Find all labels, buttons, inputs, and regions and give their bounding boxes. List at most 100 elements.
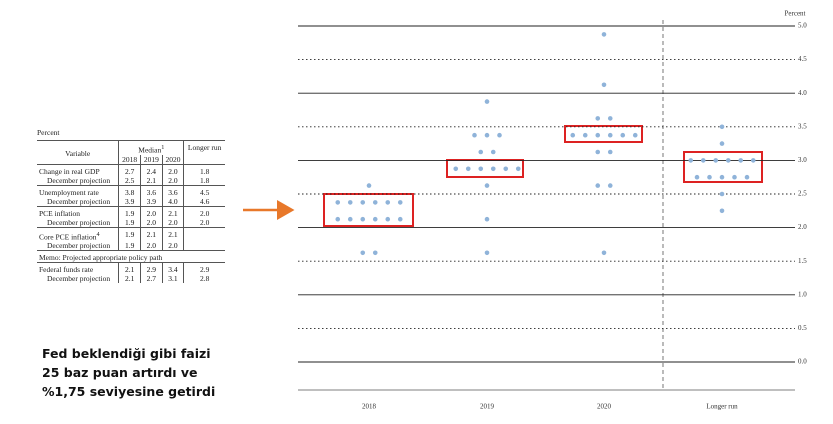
median-note: 1 bbox=[161, 144, 165, 151]
cell: 3.6 bbox=[161, 184, 184, 197]
cell: 2.0 bbox=[161, 175, 184, 185]
row-label: Federal funds rate bbox=[37, 262, 119, 274]
caption-line: Fed beklendiği gibi faizi bbox=[42, 346, 211, 361]
dot bbox=[453, 166, 459, 172]
cell: 3.8 bbox=[118, 184, 141, 197]
year-header: 2019 bbox=[140, 154, 163, 164]
row-label-text: Unemployment rate bbox=[39, 187, 99, 197]
dot bbox=[707, 174, 712, 180]
cell: 2.7 bbox=[118, 163, 141, 176]
dot bbox=[484, 250, 490, 256]
year-header: 2018 bbox=[118, 154, 141, 164]
header-row: Variable Median1 Longer run bbox=[37, 140, 225, 164]
cell: 2.0 bbox=[140, 217, 163, 227]
dot bbox=[335, 200, 341, 205]
dot bbox=[725, 158, 731, 163]
dot bbox=[570, 132, 576, 138]
dot bbox=[490, 149, 496, 155]
cell: 4.0 bbox=[161, 196, 184, 206]
table-row: Unemployment rate 3.8 3.6 3.6 4.5 bbox=[37, 184, 225, 197]
dot bbox=[750, 158, 756, 163]
table-row: Core PCE inflation4 1.9 2.1 2.1 bbox=[37, 226, 225, 241]
highlight-box bbox=[564, 125, 643, 143]
cell: 2.7 bbox=[140, 274, 163, 283]
x-tick-label: 2019 bbox=[480, 403, 495, 411]
dot bbox=[484, 216, 490, 222]
table-row: December projection 2.5 2.1 2.0 1.8 bbox=[37, 175, 225, 185]
row-note: 4 bbox=[96, 230, 100, 238]
x-tick-label: Longer run bbox=[706, 403, 738, 411]
dot bbox=[744, 174, 750, 180]
row-label-text: PCE inflation bbox=[39, 208, 81, 218]
dot bbox=[397, 216, 403, 222]
highlight-box bbox=[446, 159, 524, 178]
table-body: Variable Median1 Longer run 2018 2019 2020… bbox=[37, 140, 225, 283]
cell: 2.9 bbox=[140, 262, 163, 274]
dot bbox=[700, 158, 706, 163]
row-label-text: Federal funds rate bbox=[39, 265, 94, 274]
row-label: December projection bbox=[37, 197, 119, 207]
dot bbox=[347, 200, 353, 205]
cell: 3.4 bbox=[161, 262, 184, 274]
row-label: December projection bbox=[37, 218, 119, 228]
cell: 1.9 bbox=[118, 217, 141, 227]
cell: 3.6 bbox=[140, 184, 163, 197]
dot bbox=[360, 250, 366, 256]
year-header: 2020 bbox=[161, 154, 184, 164]
table-unit: Percent bbox=[37, 128, 60, 137]
dot bbox=[694, 174, 700, 180]
highlight-box bbox=[683, 151, 763, 183]
dot bbox=[465, 166, 471, 172]
dot bbox=[515, 166, 521, 172]
dot bbox=[497, 132, 502, 138]
dot bbox=[607, 116, 613, 121]
cell: 2.0 bbox=[140, 241, 163, 251]
cell bbox=[183, 226, 225, 241]
table: Variable Median1 Longer run 2018 2019 2020… bbox=[37, 140, 225, 283]
caption-line: 25 baz puan artırdı ve bbox=[42, 365, 198, 380]
row-label-text: Change in real GDP bbox=[39, 166, 100, 176]
cell: 3.9 bbox=[140, 196, 163, 206]
dot bbox=[713, 158, 719, 163]
cell: 2.1 bbox=[118, 262, 141, 274]
y-tick-label: 2.5 bbox=[798, 190, 807, 198]
y-tick-label: 1.0 bbox=[798, 290, 807, 298]
y-tick-label: 3.0 bbox=[798, 156, 807, 164]
cell: 1.9 bbox=[118, 205, 141, 218]
cell: 1.8 bbox=[183, 163, 225, 176]
cell: 2.1 bbox=[140, 226, 163, 241]
y-tick-label: 1.5 bbox=[798, 257, 807, 265]
cell: 2.0 bbox=[161, 163, 184, 176]
y-tick-label: 4.0 bbox=[798, 89, 807, 97]
cell: 2.1 bbox=[161, 205, 184, 218]
dot bbox=[595, 132, 601, 138]
cell: 1.8 bbox=[183, 175, 225, 185]
row-label-text: December projection bbox=[47, 175, 111, 185]
row-label-text: December projection bbox=[47, 274, 111, 283]
cell: 2.0 bbox=[161, 241, 184, 251]
dot bbox=[632, 132, 638, 138]
cell: 2.0 bbox=[140, 205, 163, 218]
cell: 1.9 bbox=[118, 226, 141, 241]
y-tick-label: 4.5 bbox=[798, 55, 807, 63]
cell: 4.6 bbox=[183, 196, 225, 206]
dot bbox=[360, 200, 366, 205]
table-row: December projection 2.1 2.7 3.1 2.8 bbox=[37, 274, 225, 283]
cell: 2.9 bbox=[183, 262, 225, 274]
cell: 3.9 bbox=[118, 196, 141, 206]
dot bbox=[484, 99, 490, 104]
dot bbox=[397, 200, 403, 205]
cell: 2.1 bbox=[161, 226, 184, 241]
dot bbox=[601, 32, 607, 37]
row-label-text: December projection bbox=[47, 241, 111, 250]
dot bbox=[719, 141, 725, 146]
cell: 2.0 bbox=[183, 217, 225, 227]
cell: 3.1 bbox=[161, 274, 184, 283]
dot bbox=[719, 208, 725, 214]
dot bbox=[347, 216, 353, 222]
y-tick-label: 0.0 bbox=[798, 358, 807, 366]
dot bbox=[385, 200, 391, 205]
cell: 1.9 bbox=[118, 241, 141, 251]
highlight-box bbox=[323, 193, 414, 227]
